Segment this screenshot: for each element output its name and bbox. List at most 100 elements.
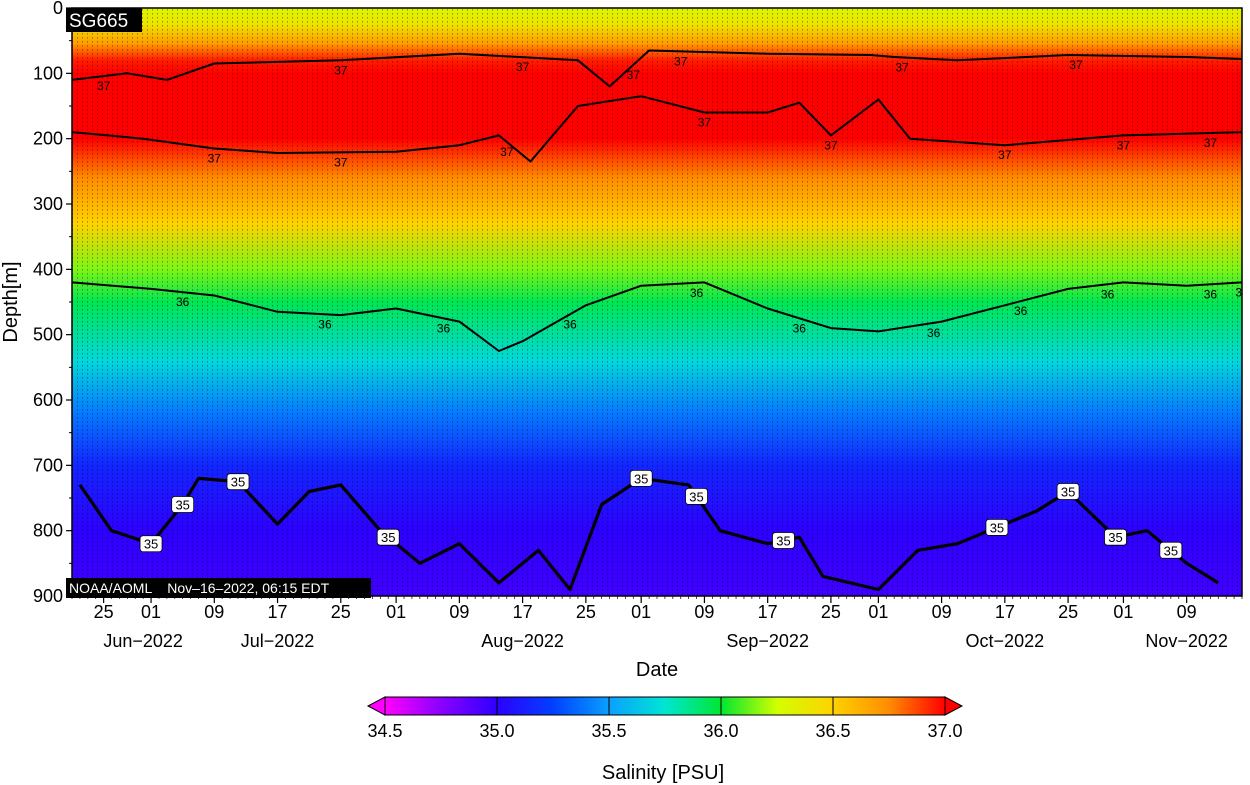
contour-label-35: 35 xyxy=(381,530,395,545)
x-axis: 25 01 09 17 25 01 09 17 25 01 09 17 25 01 09 17 25 01 09 Ju… xyxy=(71,596,1243,651)
x-tick-label: 01 xyxy=(631,602,651,622)
contour-label-35: 35 xyxy=(231,475,245,490)
colorbar-title: Salinity [PSU] xyxy=(602,762,724,784)
x-axis-title: Date xyxy=(636,659,678,681)
x-month-label: Aug−2022 xyxy=(481,631,564,651)
contour-label-36: 36 xyxy=(927,326,941,340)
contour-label-35: 35 xyxy=(144,537,158,552)
contour-label-37: 37 xyxy=(824,138,838,152)
contour-label-37: 37 xyxy=(895,60,909,74)
y-tick-label: 800 xyxy=(33,521,63,541)
contour-label-37: 37 xyxy=(334,155,348,169)
x-tick-label: 25 xyxy=(94,602,114,622)
x-tick-label: 01 xyxy=(141,602,161,622)
x-tick-label: 09 xyxy=(694,602,714,622)
x-tick-label: 01 xyxy=(1113,602,1133,622)
x-tick-label: 09 xyxy=(1177,602,1197,622)
contour-label-box xyxy=(139,535,163,553)
x-tick-label: 17 xyxy=(758,602,778,622)
contour-label-box xyxy=(1056,483,1080,500)
x-tick-label: 25 xyxy=(331,602,351,622)
contour-label-box xyxy=(171,496,195,513)
contour-label-36: 36 xyxy=(1014,304,1028,318)
x-tick-label: 01 xyxy=(868,602,888,622)
contour-label-35: 35 xyxy=(634,471,648,486)
x-tick-label: 09 xyxy=(932,602,952,622)
platform-label: SG665 xyxy=(69,11,128,32)
contour-label-36: 36 xyxy=(563,317,577,331)
colorbar-tick-label: 36.5 xyxy=(815,721,850,741)
y-axis-title: Depth[m] xyxy=(0,261,22,342)
x-tick-label: 25 xyxy=(821,602,841,622)
y-tick-label: 0 xyxy=(53,0,63,18)
credit-text: NOAA/AOML Nov–16–2022, 06:15 EDT xyxy=(69,580,330,596)
contour-label-box xyxy=(985,519,1009,536)
x-tick-label: 09 xyxy=(449,602,469,622)
colorbar-tick-label: 37.0 xyxy=(927,721,962,741)
contour-label-box xyxy=(1104,528,1127,546)
contour-label-box xyxy=(376,528,400,546)
y-tick-label: 300 xyxy=(33,194,63,214)
y-tick-label: 700 xyxy=(33,455,63,475)
contour-label-37: 37 xyxy=(1117,138,1131,152)
contour-label-box xyxy=(772,532,795,549)
contour-label-37: 37 xyxy=(516,60,530,74)
colorbar-tick-label: 35.5 xyxy=(591,721,626,741)
credit-badge: NOAA/AOML Nov–16–2022, 06:15 EDT xyxy=(66,578,371,598)
colorbar-bar xyxy=(384,696,946,716)
x-tick-label: 01 xyxy=(386,602,406,622)
contour-label-36: 36 xyxy=(690,286,704,300)
platform-badge: SG665 xyxy=(66,8,142,32)
contour-label-35: 35 xyxy=(990,520,1004,535)
contour-label-36: 36 xyxy=(1204,287,1218,301)
y-tick-label: 500 xyxy=(33,325,63,345)
contour-label-36: 36 xyxy=(793,321,807,335)
contour-label-36: 36 xyxy=(1101,287,1115,301)
contour-label-35: 35 xyxy=(776,533,790,548)
x-month-label: Nov−2022 xyxy=(1145,631,1228,651)
contour-label-37: 37 xyxy=(97,79,111,93)
colorbar-tick-label: 35.0 xyxy=(479,721,514,741)
profile-markers xyxy=(72,8,1242,596)
contour-label-box xyxy=(1159,541,1183,559)
contour-label-35: 35 xyxy=(689,489,703,504)
x-month-label: Jul−2022 xyxy=(241,631,315,651)
isohaline-37-lower xyxy=(72,95,1242,163)
x-month-label: Sep−2022 xyxy=(726,631,809,651)
contour-label-37: 37 xyxy=(698,116,712,130)
colorbar-ticks: 34.5 35.0 35.5 36.0 36.5 37.0 xyxy=(367,697,963,741)
contour-label-36: 36 xyxy=(437,321,451,335)
contour-label-35: 35 xyxy=(175,498,189,513)
isohaline-37-upper xyxy=(72,49,1242,88)
contour-label-37: 37 xyxy=(1204,136,1218,150)
x-tick-label: 09 xyxy=(204,602,224,622)
colorbar: 34.5 35.0 35.5 36.0 36.5 37.0 xyxy=(366,696,964,741)
x-tick-label: 17 xyxy=(268,602,288,622)
contour-label-37: 37 xyxy=(1069,58,1083,72)
contour-label-37: 37 xyxy=(208,151,222,165)
x-month-label: Oct−2022 xyxy=(966,631,1045,651)
x-tick-label: 17 xyxy=(995,602,1015,622)
contour-label-37: 37 xyxy=(334,63,348,77)
colorbar-min-extension xyxy=(366,696,386,716)
colorbar-max-extension xyxy=(944,696,964,716)
contour-label-box xyxy=(629,469,653,487)
x-tick-label: 17 xyxy=(513,602,533,622)
contour-label-37: 37 xyxy=(500,145,514,159)
contour-label-37: 37 xyxy=(627,68,641,82)
contour-label-36: 36 xyxy=(176,295,190,309)
contour-label-35: 35 xyxy=(1164,543,1178,558)
contour-label-37: 37 xyxy=(674,54,688,68)
isohaline-36-main xyxy=(72,281,1242,352)
contour-label-box xyxy=(226,473,250,491)
colorbar-tick-label: 36.0 xyxy=(703,721,738,741)
contour-label-35: 35 xyxy=(1108,530,1122,545)
x-month-label: Jun−2022 xyxy=(103,631,183,651)
x-tick-label: 25 xyxy=(1058,602,1078,622)
y-tick-label: 100 xyxy=(33,63,63,83)
contour-label-box xyxy=(685,487,708,505)
contour-label-36: 36 xyxy=(318,317,332,331)
y-tick-label: 400 xyxy=(33,259,63,279)
